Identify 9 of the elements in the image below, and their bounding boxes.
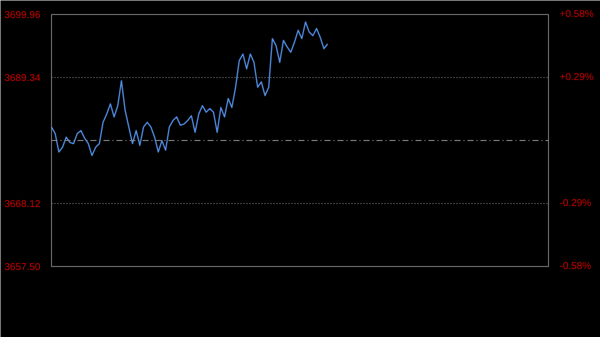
- y2-tick-label: +0.29%: [560, 72, 594, 83]
- line-series: [52, 21, 328, 156]
- y2-tick-label: -0.29%: [560, 198, 592, 209]
- y-tick-label: 3668.12: [4, 198, 41, 210]
- y-tick-label: 3657.50: [4, 262, 41, 273]
- y2-tick-label: +0.58%: [560, 9, 594, 20]
- y2-tick-label: -0.58%: [560, 261, 592, 272]
- y-tick-label: 3699.96: [4, 10, 41, 21]
- y-tick-label: 3689.34: [4, 73, 41, 84]
